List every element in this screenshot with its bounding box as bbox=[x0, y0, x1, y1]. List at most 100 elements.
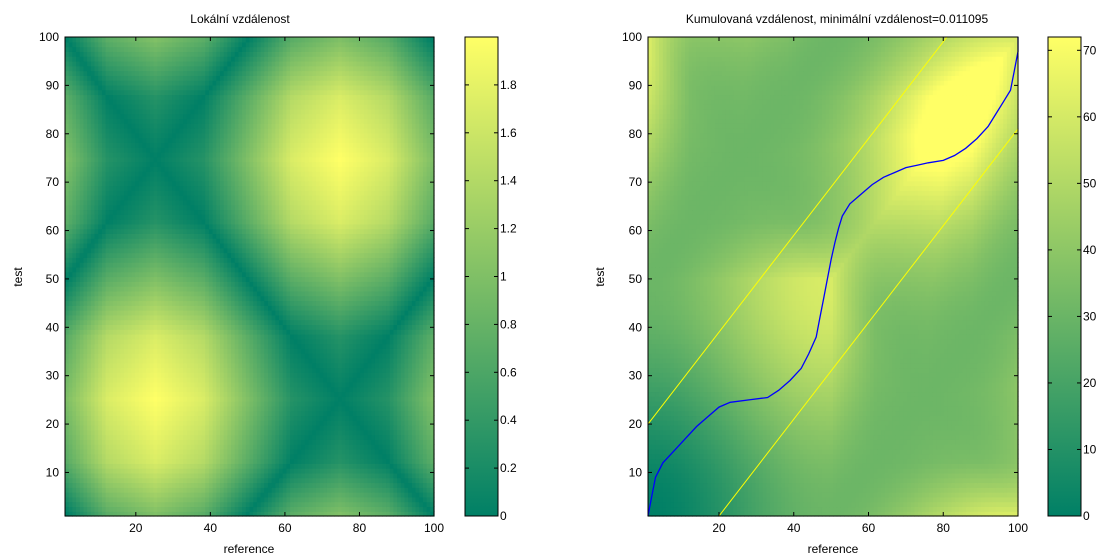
heatmap-cell bbox=[183, 353, 187, 358]
heatmap-cell bbox=[309, 310, 313, 315]
heatmap-cell bbox=[172, 363, 176, 368]
heatmap-cell bbox=[357, 372, 361, 377]
heatmap-cell bbox=[345, 324, 349, 329]
heatmap-cell bbox=[202, 305, 206, 310]
heatmap-cell bbox=[69, 368, 73, 373]
heatmap-cell bbox=[301, 382, 305, 387]
heatmap-cell bbox=[375, 300, 379, 305]
heatmap-cell bbox=[224, 401, 228, 406]
heatmap-cell bbox=[283, 492, 287, 497]
heatmap-cell bbox=[257, 468, 261, 473]
heatmap-cell bbox=[397, 353, 401, 358]
heatmap-cell bbox=[401, 492, 405, 497]
heatmap-cell bbox=[87, 310, 91, 315]
heatmap-cell bbox=[386, 320, 390, 325]
heatmap-cell bbox=[150, 329, 154, 334]
heatmap-cell bbox=[128, 459, 132, 464]
heatmap-cell bbox=[323, 435, 327, 440]
heatmap-cell bbox=[113, 353, 117, 358]
heatmap-cell bbox=[246, 454, 250, 459]
heatmap-cell bbox=[397, 363, 401, 368]
heatmap-cell bbox=[213, 305, 217, 310]
heatmap-cell bbox=[393, 382, 397, 387]
heatmap-cell bbox=[65, 411, 69, 416]
heatmap-cell bbox=[375, 463, 379, 468]
heatmap-cell bbox=[353, 344, 357, 349]
heatmap-cell bbox=[202, 506, 206, 511]
heatmap-cell bbox=[183, 468, 187, 473]
heatmap-cell bbox=[168, 425, 172, 430]
heatmap-cell bbox=[172, 320, 176, 325]
heatmap-cell bbox=[139, 320, 143, 325]
heatmap-cell bbox=[106, 368, 110, 373]
heatmap-cell bbox=[102, 506, 106, 511]
heatmap-cell bbox=[364, 310, 368, 315]
heatmap-cell bbox=[176, 444, 180, 449]
heatmap-cell bbox=[128, 368, 132, 373]
heatmap-cell bbox=[142, 502, 146, 507]
heatmap-cell bbox=[357, 348, 361, 353]
heatmap-cell bbox=[95, 482, 99, 487]
heatmap-cell bbox=[227, 344, 231, 349]
heatmap-cell bbox=[165, 358, 169, 363]
heatmap-cell bbox=[357, 334, 361, 339]
heatmap-cell bbox=[253, 382, 257, 387]
heatmap-cell bbox=[238, 435, 242, 440]
heatmap-cell bbox=[135, 310, 139, 315]
heatmap-cell bbox=[227, 329, 231, 334]
heatmap-cell bbox=[238, 310, 242, 315]
heatmap-cell bbox=[357, 310, 361, 315]
heatmap-cell bbox=[131, 277, 135, 282]
heatmap-cell bbox=[95, 277, 99, 282]
heatmap-cell bbox=[187, 492, 191, 497]
heatmap-cell bbox=[257, 506, 261, 511]
heatmap-cell bbox=[202, 425, 206, 430]
heatmap-cell bbox=[382, 320, 386, 325]
heatmap-cell bbox=[309, 406, 313, 411]
heatmap-cell bbox=[357, 406, 361, 411]
heatmap-cell bbox=[135, 324, 139, 329]
heatmap-cell bbox=[327, 411, 331, 416]
heatmap-cell bbox=[327, 396, 331, 401]
heatmap-cell bbox=[286, 482, 290, 487]
heatmap-cell bbox=[353, 300, 357, 305]
heatmap-cell bbox=[286, 401, 290, 406]
heatmap-cell bbox=[124, 425, 128, 430]
heatmap-cell bbox=[168, 281, 172, 286]
heatmap-cell bbox=[404, 358, 408, 363]
heatmap-cell bbox=[154, 401, 158, 406]
heatmap-cell bbox=[205, 305, 209, 310]
heatmap-cell bbox=[286, 286, 290, 291]
heatmap-cell bbox=[113, 334, 117, 339]
heatmap-cell bbox=[305, 420, 309, 425]
heatmap-cell bbox=[120, 339, 124, 344]
heatmap-cell bbox=[109, 473, 113, 478]
heatmap-cell bbox=[161, 396, 165, 401]
heatmap-cell bbox=[301, 478, 305, 483]
heatmap-cell bbox=[283, 368, 287, 373]
heatmap-cell bbox=[334, 449, 338, 454]
heatmap-cell bbox=[331, 310, 335, 315]
heatmap-cell bbox=[106, 296, 110, 301]
heatmap-cell bbox=[194, 334, 198, 339]
heatmap-cell bbox=[209, 439, 213, 444]
heatmap-cell bbox=[109, 286, 113, 291]
heatmap-cell bbox=[95, 420, 99, 425]
heatmap-cell bbox=[334, 334, 338, 339]
heatmap-cell bbox=[320, 411, 324, 416]
heatmap-cell bbox=[146, 478, 150, 483]
heatmap-cell bbox=[323, 344, 327, 349]
heatmap-cell bbox=[393, 425, 397, 430]
heatmap-cell bbox=[176, 353, 180, 358]
heatmap-cell bbox=[404, 502, 408, 507]
heatmap-cell bbox=[401, 310, 405, 315]
heatmap-cell bbox=[316, 482, 320, 487]
heatmap-cell bbox=[205, 478, 209, 483]
heatmap-cell bbox=[327, 358, 331, 363]
heatmap-cell bbox=[283, 324, 287, 329]
heatmap-cell bbox=[264, 382, 268, 387]
heatmap-cell bbox=[250, 334, 254, 339]
heatmap-cell bbox=[142, 296, 146, 301]
heatmap-cell bbox=[216, 478, 220, 483]
heatmap-cell bbox=[113, 320, 117, 325]
